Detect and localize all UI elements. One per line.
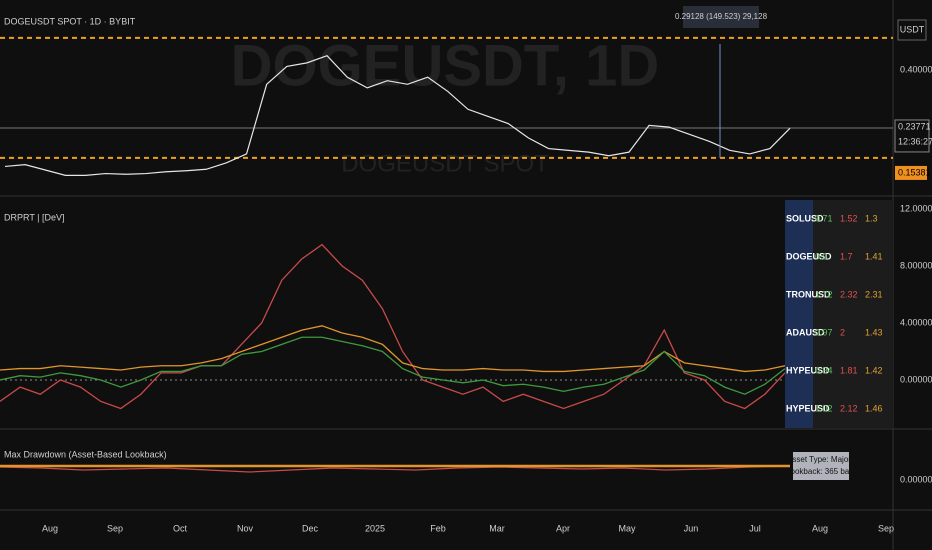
series-line [0,336,786,395]
table-text: ADAUSD [786,327,825,337]
currency-box [897,19,927,41]
x-tick-label: Aug [812,523,828,533]
last-price-label: 0.23771 [898,121,931,131]
indicator-label: DRPRT | [DeV] [4,212,65,222]
x-tick-label: Mar [489,523,505,533]
table-text: 0.94 [815,365,833,375]
countdown: 12:36:27 [898,136,932,146]
x-tick-label: Jul [749,523,761,533]
table-text: 1.42 [865,365,883,375]
table-text: 2.32 [840,289,858,299]
table-cell [813,352,893,390]
level-box [895,165,927,180]
y-tick-label: 12.00000 [900,203,932,213]
table-name-cell [785,314,813,352]
x-tick-label: Dec [302,523,319,533]
table-text: 1.41 [865,251,883,261]
table-text: 1.7 [840,251,853,261]
table-name-cell [785,238,813,276]
y-tick-label: 0.00000 [900,374,932,384]
table-text: 1.02 [815,403,833,413]
table-cell [813,200,893,238]
table-name-cell [785,200,813,238]
table-text: 2 [840,327,845,337]
table-text: 1.46 [865,403,883,413]
x-tick-label: Feb [430,523,446,533]
x-tick-label: May [618,523,636,533]
table-name-cell [785,276,813,314]
table-text: 0.9 [815,251,828,261]
x-tick-label: Apr [556,523,570,533]
table-text: HYPEUSD [786,403,830,413]
drawdown-label: Max Drawdown (Asset-Based Lookback) [4,449,167,459]
y-tick-label: 0.40000 [900,64,932,74]
note-text: Lookback: 365 bars [786,467,856,476]
measure-label: 0.29128 (149.523) 29,128 [675,12,768,21]
measure-box [683,6,759,28]
x-tick-label: Jun [684,523,699,533]
table-text: 1.52 [840,213,858,223]
table-text: 2.12 [840,403,858,413]
y-tick-label: 4.00000 [900,317,932,327]
table-text: TRONUSD [786,289,831,299]
table-cell [813,314,893,352]
series-line [0,243,786,410]
watermark-sub: DOGEUSDT SPOT [341,150,549,177]
table-text: DOGEUSD [786,251,832,261]
series-line [0,465,791,473]
table-cell [813,276,893,314]
table-text: 1.3 [865,213,878,223]
y-tick-label: 8.00000 [900,260,932,270]
table-text: 1.81 [840,365,858,375]
x-tick-label: 2025 [365,523,385,533]
level-label: 0.15381 [898,167,931,177]
note-text: Asset Type: Majors [787,455,855,464]
x-tick-label: Nov [237,523,254,533]
watermark: DOGEUSDT, 1D [231,33,660,98]
table-text: 0.97 [815,327,833,337]
table-name-cell [785,390,813,428]
series-line [4,55,791,176]
table-name-cell [785,352,813,390]
series-line [0,325,786,373]
table-cell [813,238,893,276]
table-text: 1.72 [815,289,833,299]
x-tick-label: Oct [173,523,188,533]
table-text: 1.43 [865,327,883,337]
table-text: HYPEUSD [786,365,830,375]
table-text: SOLUSD [786,213,824,223]
table-text: 0.71 [815,213,833,223]
x-tick-label: Aug [42,523,58,533]
note-box [793,452,849,480]
x-tick-label: Sep [107,523,123,533]
last-price-box [894,119,930,153]
table-text: 2.31 [865,289,883,299]
y-tick-label: 0.00000 [900,474,932,484]
currency: USDT [900,24,925,34]
x-tick-label: Sep [878,523,894,533]
symbol-title: DOGEUSDT SPOT · 1D · BYBIT [4,16,136,26]
table-cell [813,390,893,428]
